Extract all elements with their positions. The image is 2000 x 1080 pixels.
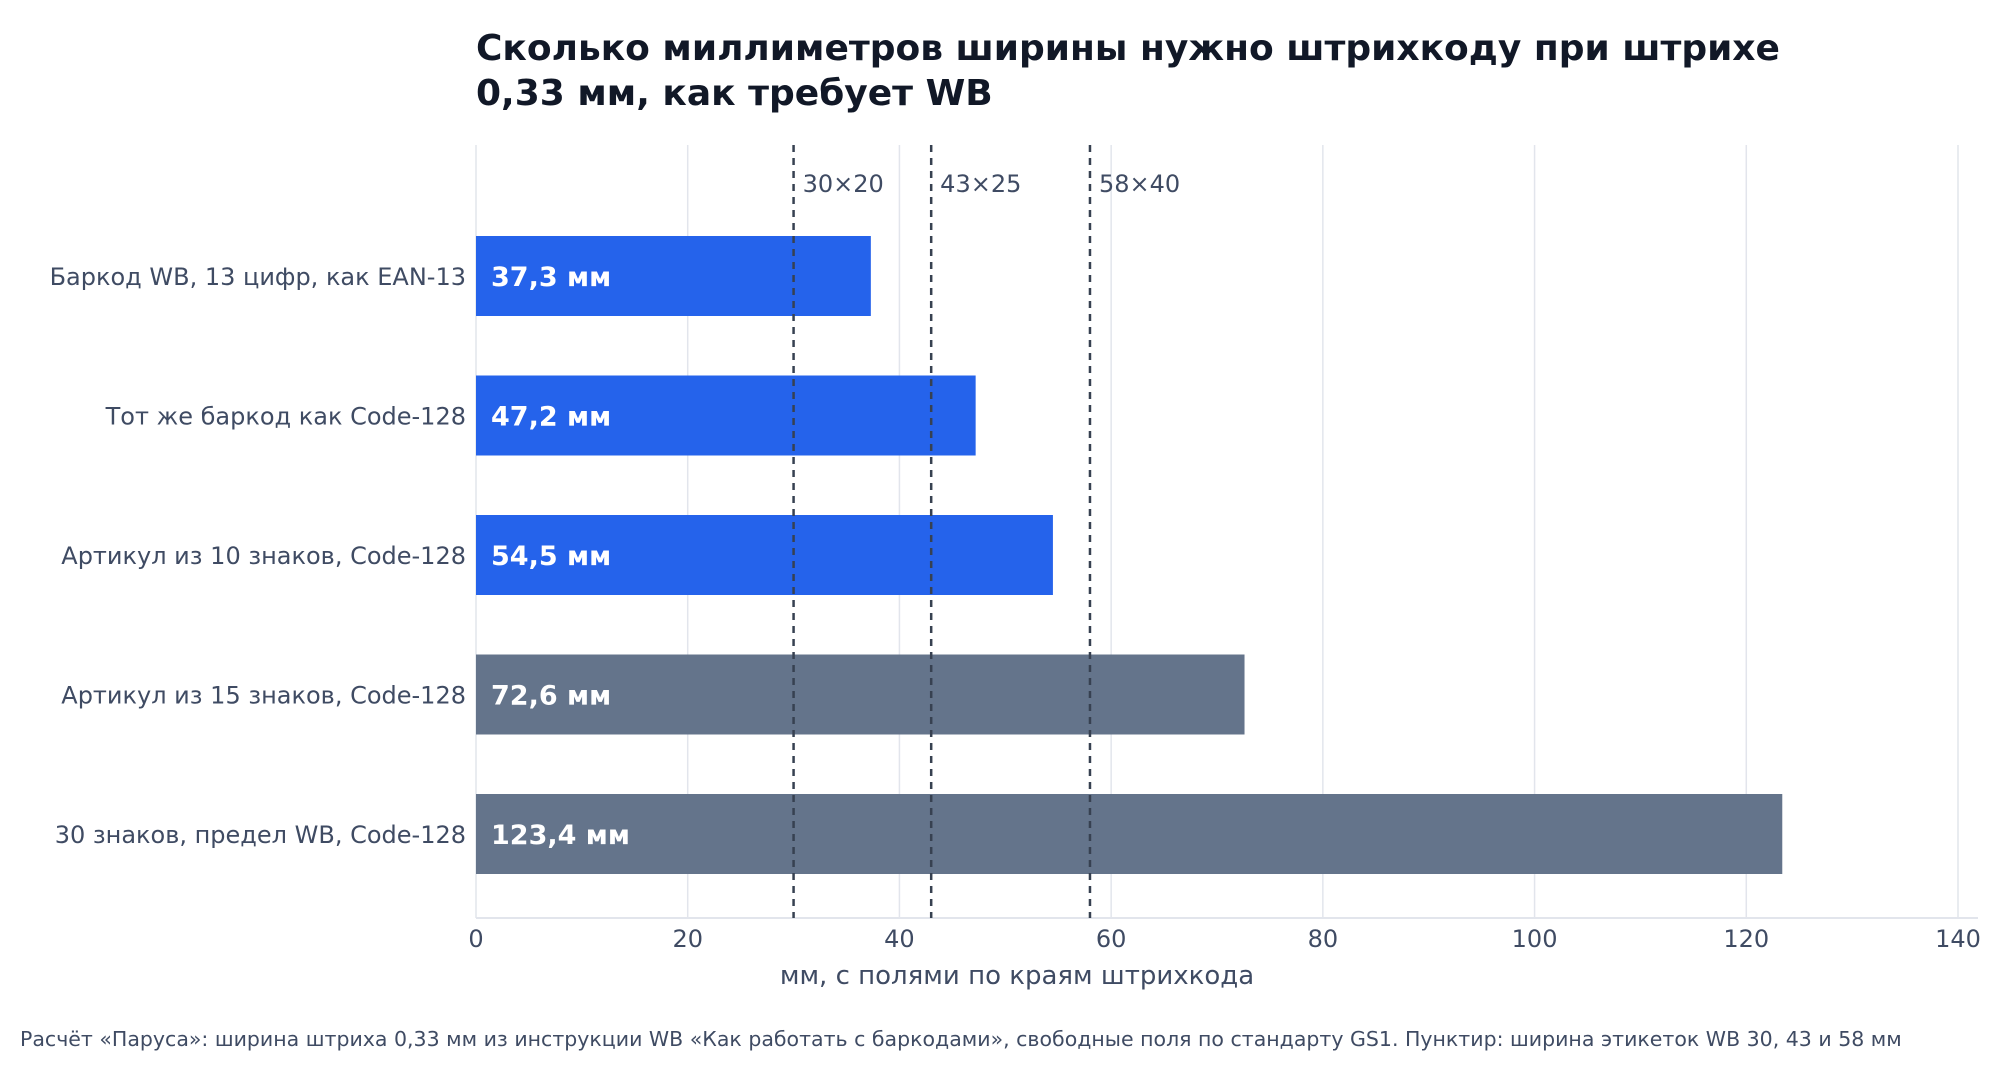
bar [476, 236, 871, 316]
bar-value-label: 54,5 мм [491, 541, 611, 572]
x-tick-label: 140 [1935, 925, 1981, 953]
bar [476, 515, 1053, 595]
category-label: Тот же баркод как Code-128 [105, 403, 466, 431]
reference-line-label: 30×20 [803, 170, 884, 198]
x-tick-label: 120 [1723, 925, 1769, 953]
bar [476, 794, 1783, 874]
bar-value-label: 47,2 мм [491, 402, 611, 433]
reference-line-label: 58×40 [1099, 170, 1180, 198]
category-label: Баркод WB, 13 цифр, как EAN-13 [50, 263, 466, 291]
category-label: Артикул из 10 знаков, Code-128 [61, 542, 466, 570]
bar-value-label: 123,4 мм [491, 820, 630, 851]
bar [476, 375, 976, 456]
reference-line-label: 43×25 [940, 170, 1021, 198]
chart-text: Сколько миллиметров ширины нужно штрихко… [50, 28, 1981, 991]
x-tick-label: 40 [884, 925, 915, 953]
category-label: Артикул из 15 знаков, Code-128 [61, 682, 466, 710]
chart-title-line-2: 0,33 мм, как требует WB [476, 73, 993, 114]
category-label: 30 знаков, предел WB, Code-128 [55, 821, 466, 849]
x-tick-label: 80 [1308, 925, 1339, 953]
x-tick-label: 0 [468, 925, 483, 953]
bar-value-label: 37,3 мм [491, 262, 611, 293]
x-tick-label: 20 [672, 925, 703, 953]
bar [476, 654, 1245, 735]
chart-footnote: Расчёт «Паруса»: ширина штриха 0,33 мм и… [20, 1027, 1902, 1051]
x-tick-label: 100 [1512, 925, 1558, 953]
x-axis-title: мм, с полями по краям штрихкода [780, 961, 1254, 991]
chart-title-line-1: Сколько миллиметров ширины нужно штрихко… [476, 28, 1780, 69]
bars [476, 236, 1783, 874]
x-tick-label: 60 [1096, 925, 1127, 953]
bar-value-label: 72,6 мм [491, 681, 611, 712]
